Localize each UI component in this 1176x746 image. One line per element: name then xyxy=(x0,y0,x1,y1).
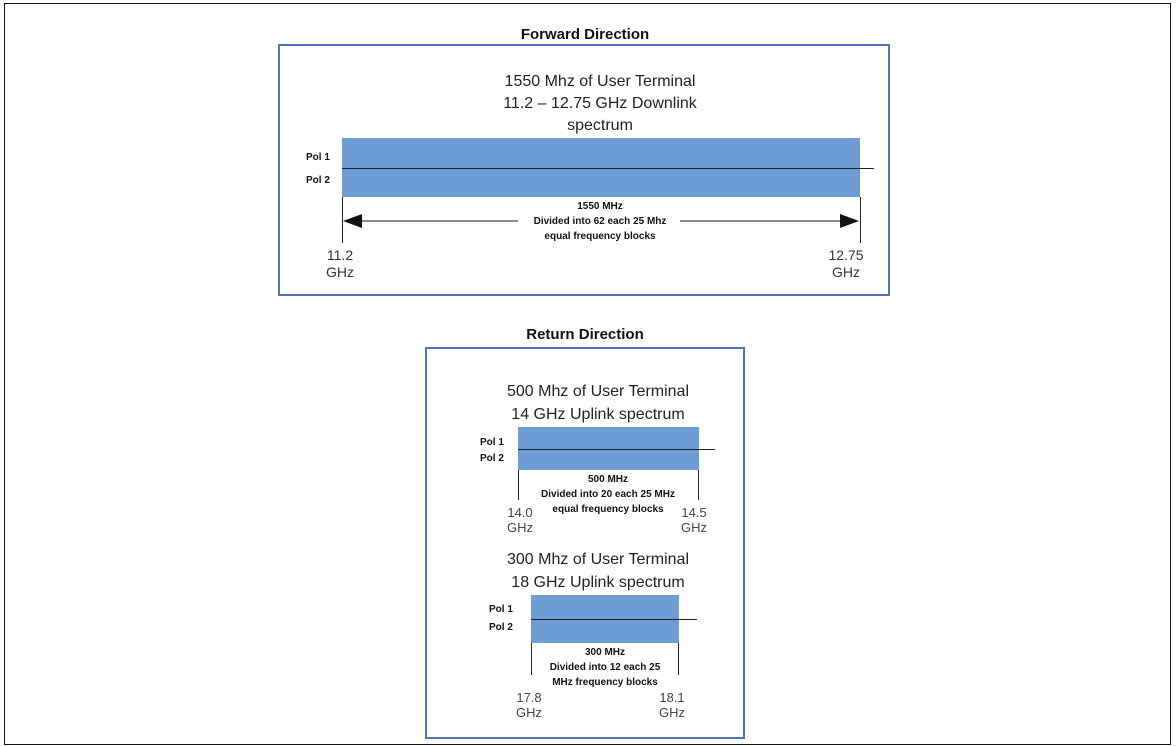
return-title: Return Direction xyxy=(526,326,644,343)
uplink14-right-tick xyxy=(698,470,699,500)
forward-caption-line-1: 1550 MHz xyxy=(577,201,623,212)
uplink14-left-freq-unit: GHz xyxy=(507,520,533,535)
uplink14-pol-divider xyxy=(518,449,715,450)
uplink18-right-tick xyxy=(678,643,679,675)
uplink14-caption-line-1: 500 MHz xyxy=(587,474,628,485)
uplink14-left-tick xyxy=(518,470,519,500)
forward-right-tick xyxy=(860,197,861,243)
forward-header-line-3: spectrum xyxy=(567,117,633,134)
forward-title: Forward Direction xyxy=(520,26,650,43)
uplink14-caption-line-2: Divided into 20 each 25 MHz xyxy=(541,489,675,500)
uplink18-caption-line-2: Divided into 12 each 25 xyxy=(549,662,661,673)
uplink18-caption-line-3: MHz frequency blocks xyxy=(552,677,658,688)
uplink14-spectrum-band xyxy=(518,427,699,470)
forward-pol1-label: Pol 1 xyxy=(306,152,330,163)
uplink18-left-freq-unit: GHz xyxy=(516,705,542,720)
forward-left-tick xyxy=(342,197,343,243)
forward-header-line-1: 1550 Mhz of User Terminal xyxy=(504,73,696,90)
uplink14-pol1-label: Pol 1 xyxy=(480,437,504,448)
uplink18-pol2-label: Pol 2 xyxy=(489,622,513,633)
uplink18-pol1-label: Pol 1 xyxy=(489,604,513,615)
forward-right-freq-value: 12.75 xyxy=(828,247,864,263)
uplink14-header-line-1: 500 Mhz of User Terminal xyxy=(507,383,689,400)
forward-right-freq-unit: GHz xyxy=(832,264,860,280)
uplink18-right-freq-unit: GHz xyxy=(659,705,685,720)
uplink14-header-line-2: 14 GHz Uplink spectrum xyxy=(511,406,685,423)
forward-left-freq-value: 11.2 xyxy=(326,247,354,263)
uplink18-right-freq-value: 18.1 xyxy=(659,690,685,705)
uplink18-left-tick xyxy=(531,643,532,675)
forward-pol2-label: Pol 2 xyxy=(306,175,330,186)
uplink18-pol-divider xyxy=(531,619,697,620)
uplink18-header-line-2: 18 GHz Uplink spectrum xyxy=(511,574,685,591)
uplink14-left-freq-value: 14.0 xyxy=(507,505,533,520)
return-panel xyxy=(425,347,745,739)
uplink14-right-freq-value: 14.5 xyxy=(681,505,707,520)
uplink14-pol2-label: Pol 2 xyxy=(480,453,504,464)
forward-header-line-2: 11.2 – 12.75 GHz Downlink xyxy=(503,95,697,112)
uplink14-right-freq-unit: GHz xyxy=(681,520,707,535)
uplink18-caption-line-1: 300 MHz xyxy=(584,647,625,658)
forward-caption-line-3: equal frequency blocks xyxy=(544,231,656,242)
forward-spectrum-band xyxy=(342,138,860,197)
uplink18-left-freq-value: 17.8 xyxy=(516,690,542,705)
page-frame xyxy=(4,3,1171,745)
forward-pol-divider xyxy=(342,168,874,169)
uplink14-caption-line-3: equal frequency blocks xyxy=(552,504,664,515)
forward-left-freq-unit: GHz xyxy=(326,264,354,280)
uplink18-header-line-1: 300 Mhz of User Terminal xyxy=(507,551,689,568)
forward-caption-line-2: Divided into 62 each 25 Mhz xyxy=(533,216,667,227)
